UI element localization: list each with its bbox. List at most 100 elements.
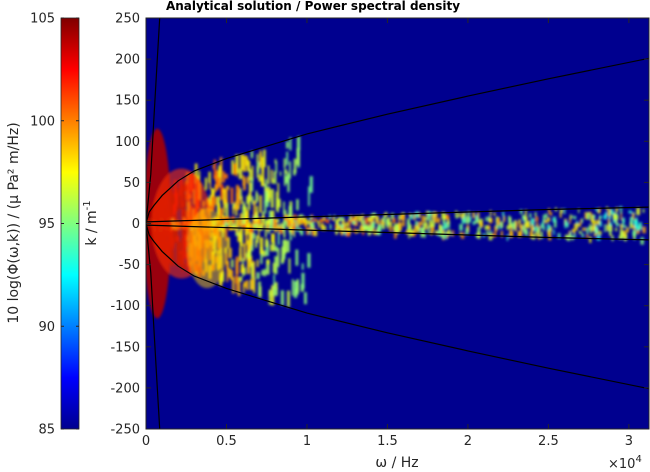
heatmap-streak-ridge	[578, 230, 582, 234]
heatmap-streak-ridge	[569, 217, 571, 224]
boundary-curve-inner	[146, 224, 649, 241]
heatmap-streak-ridge	[488, 233, 493, 241]
heatmap-streak-ridge	[581, 233, 584, 238]
heatmap-streak-ridge	[460, 232, 465, 239]
heatmap-streak-ridge	[313, 218, 318, 223]
heatmap-streak	[256, 153, 259, 163]
heatmap-streak-ridge	[589, 223, 592, 231]
heatmap-streak	[246, 195, 249, 205]
heatmap-streak-ridge	[317, 220, 320, 225]
heatmap-streak	[238, 168, 243, 180]
heatmap-streak-ridge	[544, 219, 548, 224]
heatmap-streak	[270, 217, 273, 225]
heatmap-streak-ridge	[629, 216, 634, 225]
y-tick-label: -100	[110, 299, 140, 314]
heatmap-streak-ridge	[477, 211, 480, 218]
boundary-curve-steep	[146, 223, 161, 429]
heatmap-streak-ridge	[615, 214, 619, 220]
heatmap-streak	[275, 161, 278, 173]
heatmap-streak-ridge	[291, 227, 294, 235]
heatmap-streak-ridge	[418, 221, 421, 229]
heatmap-streak	[225, 185, 230, 190]
heatmap-streak	[271, 233, 275, 243]
heatmap-streak-ridge	[277, 224, 280, 231]
heatmap-streak-ridge	[417, 225, 420, 233]
heatmap-streak-ridge	[472, 211, 475, 219]
heatmap-streak	[246, 176, 250, 184]
heatmap-streak-ridge	[282, 220, 287, 225]
heatmap-streak-ridge	[353, 228, 356, 233]
heatmap-streak	[287, 173, 290, 193]
heatmap-streak	[285, 141, 289, 149]
heatmap-streak-ridge	[328, 214, 331, 220]
heatmap-streak-ridge	[620, 231, 624, 239]
heatmap-streak-ridge	[415, 221, 419, 229]
heatmap-streak	[226, 262, 229, 283]
heatmap-streak-ridge	[441, 211, 446, 219]
heatmap-streak-ridge	[325, 219, 330, 224]
heatmap-streak	[240, 234, 243, 242]
heatmap-streak-ridge	[262, 218, 265, 226]
heatmap-streak	[274, 256, 278, 275]
y-tick-label: 150	[115, 94, 140, 109]
heatmap-streak-ridge	[534, 231, 537, 236]
heatmap-streak-ridge	[246, 223, 250, 228]
heatmap-streak-ridge	[598, 230, 602, 236]
heatmap-streak-ridge	[632, 230, 637, 237]
y-axis-ticks: 250 200 150 100 50 0 -50 -100 -150 -200 -250	[110, 12, 649, 438]
heatmap-streak-ridge	[339, 216, 344, 222]
heatmap-streak	[228, 268, 231, 278]
heatmap-streak-ridge	[408, 231, 410, 239]
heatmap-streak-ridge	[398, 214, 402, 220]
heatmap-streak-ridge	[494, 231, 497, 237]
heatmap-streak-ridge	[275, 219, 280, 223]
heatmap-streak-ridge	[467, 210, 471, 218]
heatmap-streak	[246, 259, 251, 275]
heatmap-streak-ridge	[354, 220, 358, 227]
heatmap-streak	[237, 186, 241, 206]
heatmap-streak	[225, 253, 228, 265]
heatmap-streak-ridge	[367, 216, 371, 222]
heatmap-streak-ridge	[389, 226, 392, 233]
heatmap-streak	[289, 236, 292, 241]
heatmap-streak-ridge	[367, 226, 372, 234]
heatmap-streak-ridge	[607, 208, 612, 217]
heatmap-streak-ridge	[308, 228, 311, 235]
heatmap-streak	[248, 182, 252, 202]
heatmap-streak-ridge	[255, 218, 258, 223]
heatmap-streak-ridge	[535, 216, 539, 222]
heatmap-streak-ridge	[284, 214, 288, 222]
heatmap-streak	[240, 154, 244, 170]
heatmap-streak-ridge	[495, 223, 500, 229]
heatmap-streak-ridge	[424, 216, 428, 221]
heatmap-streak	[261, 176, 264, 187]
heatmap-streak-ridge	[347, 228, 352, 233]
heatmap-streak-ridge	[398, 222, 402, 231]
heatmap-streak-ridge	[236, 218, 241, 227]
heatmap-streak	[223, 199, 225, 214]
heatmap-streak-ridge	[322, 216, 326, 220]
heatmap-streak	[213, 159, 217, 179]
heatmap-streak-ridge	[546, 224, 551, 233]
colorbar: 105 100 95 90 85 10 log(Φ(ω,k)) / (μ Pa² m/H…	[6, 12, 80, 438]
heatmap-streak-ridge	[620, 212, 623, 221]
heatmap-streak-ridge	[288, 225, 293, 233]
heatmap-streak-ridge	[357, 215, 362, 222]
heatmap-streak-ridge	[553, 229, 555, 235]
heatmap-streak	[235, 154, 239, 174]
heatmap-streak	[250, 150, 254, 159]
heatmap-streak	[246, 252, 249, 259]
boundary-curves	[146, 18, 649, 429]
heatmap-streak-ridge	[432, 211, 437, 218]
heatmap-streak	[233, 163, 237, 176]
heatmap-streak	[288, 205, 292, 220]
heatmap-streak-ridge	[613, 213, 617, 220]
heatmap-streak-ridge	[320, 223, 324, 229]
heatmap-streak	[216, 178, 219, 189]
heatmap-streak-ridge	[524, 216, 528, 221]
heatmap-streak-ridge	[607, 218, 610, 225]
heatmap-streak-ridge	[557, 233, 561, 239]
heatmap-streak	[250, 262, 254, 279]
heatmap-streak-ridge	[571, 215, 574, 219]
heatmap-streak	[258, 174, 261, 182]
